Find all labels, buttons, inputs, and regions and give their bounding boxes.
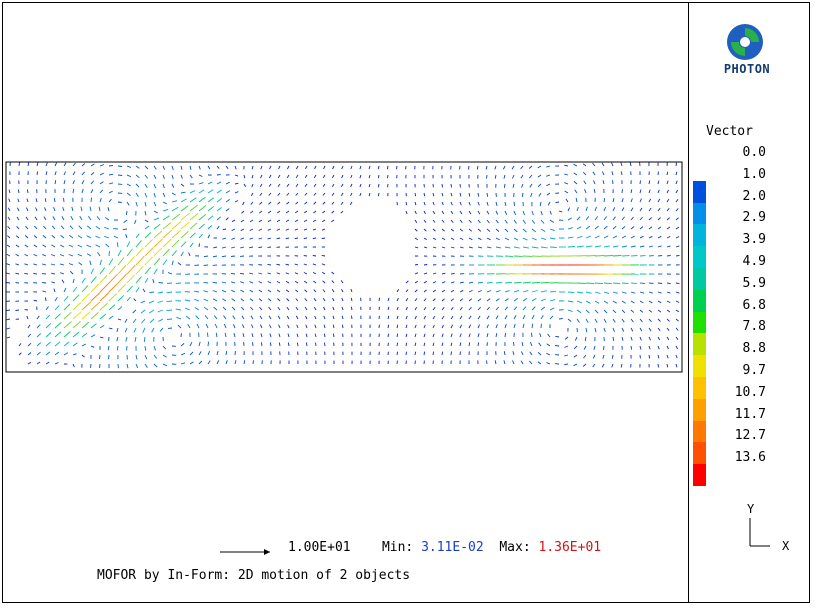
legend-entry: 5.9 xyxy=(692,276,782,312)
legend-entry: 6.8 xyxy=(692,298,782,334)
legend-entry: 11.7 xyxy=(692,407,782,443)
legend-entry: 0.0 xyxy=(692,145,782,181)
legend-entry: 2.0 xyxy=(692,189,782,225)
legend-swatch xyxy=(693,420,706,443)
legend-entry: 3.9 xyxy=(692,232,782,268)
legend-entry: 9.7 xyxy=(692,363,782,399)
legend-label: 9.7 xyxy=(742,362,766,378)
reference-arrow-head xyxy=(264,549,270,555)
legend-entry: 4.9 xyxy=(692,254,782,290)
legend-swatch xyxy=(693,202,706,225)
legend-swatch xyxy=(693,464,706,486)
legend-entry: 1.0 xyxy=(692,167,782,203)
legend-label: 8.8 xyxy=(742,341,766,357)
legend-entry: 13.6 xyxy=(692,450,782,486)
legend-label: 3.9 xyxy=(742,232,766,248)
legend-label: 2.0 xyxy=(742,188,766,204)
velocity-vectors xyxy=(6,162,680,369)
legend-entry: 8.8 xyxy=(692,341,782,377)
legend-swatch xyxy=(693,246,706,268)
legend-title: Vector xyxy=(706,124,753,139)
legend-label: 11.7 xyxy=(734,406,766,422)
legend-swatch xyxy=(693,376,706,399)
legend-entry: 7.8 xyxy=(692,319,782,356)
legend-label: 10.7 xyxy=(734,384,766,400)
legend-label: 7.8 xyxy=(742,319,766,335)
legend-swatch xyxy=(693,442,706,465)
legend-label: 6.8 xyxy=(742,297,766,313)
panel-divider xyxy=(688,2,689,603)
legend-label: 12.7 xyxy=(734,428,766,444)
legend-label: 13.6 xyxy=(734,450,766,466)
legend-entry: 2.9 xyxy=(692,210,782,247)
legend-label: 1.0 xyxy=(742,166,766,182)
legend-swatch xyxy=(693,398,706,421)
reference-value: 1.00E+01 xyxy=(288,540,351,555)
legend-swatch xyxy=(693,333,706,356)
legend-label: 5.9 xyxy=(742,275,766,291)
legend-swatch xyxy=(693,159,706,181)
legend-label: 4.9 xyxy=(742,253,766,269)
legend-swatch xyxy=(693,355,706,377)
legend-swatch xyxy=(693,289,706,312)
legend-label: 2.9 xyxy=(742,210,766,226)
vector-field-plot xyxy=(5,161,683,555)
legend-swatch xyxy=(693,224,706,247)
min-label: Min: xyxy=(381,540,414,555)
photon-logo-icon xyxy=(727,24,763,60)
legend-swatch xyxy=(693,267,706,290)
min-value: 3.11E-02 xyxy=(421,540,484,555)
color-legend: 0.0 1.0 2.0 2.9 3.9 4.9 5.9 6.8 7.8 8.8 9.7 10.7 11.… xyxy=(692,145,782,486)
simulation-caption: MOFOR by In-Form: 2D motion of 2 objects xyxy=(97,568,411,583)
legend-swatch xyxy=(693,180,706,203)
legend-swatch xyxy=(693,311,706,334)
y-axis-label: Y xyxy=(747,502,755,516)
domain-boundary xyxy=(5,161,683,373)
window-frame xyxy=(2,2,810,603)
max-value: 1.36E+01 xyxy=(538,540,602,555)
legend-label: 0.0 xyxy=(742,145,766,160)
legend-entry: 10.7 xyxy=(692,385,782,421)
axes-indicator: Y X xyxy=(747,502,790,553)
max-label: Max: xyxy=(499,540,531,555)
scale-readout: 1.00E+01 Min: 3.11E-02 Max: 1.36E+01 xyxy=(218,540,601,555)
legend-entry: 12.7 xyxy=(692,428,782,465)
brand-name: PHOTON xyxy=(723,62,771,76)
x-axis-label: X xyxy=(782,539,790,553)
